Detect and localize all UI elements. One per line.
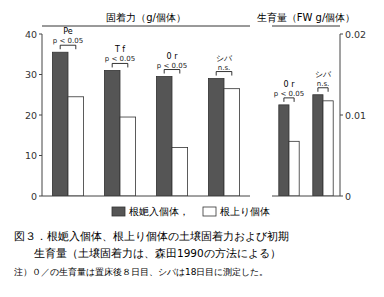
significance-label: n.s. <box>218 64 231 72</box>
significance-bracket <box>112 63 128 67</box>
chart-title: 固着力（g/個体） <box>106 12 186 23</box>
significance-label: p < 0.05 <box>274 90 304 98</box>
y-tick-label: 0 <box>345 191 351 202</box>
significance-label: p < 0.05 <box>53 37 83 45</box>
significance-bracket <box>216 72 232 76</box>
significance-label: n.s. <box>317 80 330 88</box>
y-tick <box>39 115 42 116</box>
y-tick-label: 20 <box>25 110 37 121</box>
bar <box>208 79 224 196</box>
header-line <box>272 26 340 27</box>
y-tick <box>340 115 343 116</box>
significance-bracket <box>164 70 180 74</box>
caption: 注）０／の生育量は置床後８日目、シバは18日目に測定した。 <box>14 267 268 277</box>
chart: p < 0.05Pep < 0.05T fp < 0.050 rn.s.シバ01… <box>0 0 384 297</box>
y-tick <box>39 196 42 197</box>
y-tick <box>340 196 343 197</box>
bar <box>156 77 172 196</box>
bar <box>323 101 333 196</box>
bars <box>279 95 333 196</box>
y-tick-label: 0 <box>31 191 37 202</box>
bar <box>104 70 120 196</box>
significance-bracket <box>318 88 328 92</box>
bar <box>120 117 136 196</box>
caption: 生育量（土壌固着力は、森田1990の方法による） <box>34 247 281 259</box>
category-label: シバ <box>315 70 332 79</box>
y-tick-label: 40 <box>25 29 37 40</box>
caption: 図３．根㛂入個体、根上り個体の土壌固着力および初期 <box>14 230 289 242</box>
bar <box>52 52 68 196</box>
category-label: Pe <box>63 27 73 36</box>
bar <box>224 89 240 196</box>
legend: 根㛂入個体， 根上り個体 <box>112 206 270 217</box>
y-tick <box>39 34 42 35</box>
bar <box>313 95 323 196</box>
bar <box>172 147 188 196</box>
significance-label: p < 0.05 <box>157 62 187 70</box>
y-tick-label: 10 <box>25 150 37 161</box>
legend-swatch <box>203 207 216 216</box>
chart-title: 生育量（FW g/個体） <box>257 12 356 23</box>
category-label: T f <box>114 45 125 54</box>
x-axis <box>42 196 250 197</box>
y-tick-label: 0.01 <box>345 110 366 121</box>
y-tick <box>39 74 42 75</box>
bar <box>279 105 289 196</box>
y-tick <box>39 155 42 156</box>
legend-swatch <box>112 207 125 216</box>
x-axis <box>272 196 340 197</box>
y-tick <box>340 34 343 35</box>
y-tick-label: 30 <box>25 69 37 80</box>
category-label: 0 r <box>167 52 179 61</box>
bar <box>68 97 84 196</box>
category-label: 0 r <box>284 80 296 89</box>
bar <box>289 141 299 196</box>
header-line <box>42 26 250 27</box>
significance-label: p < 0.05 <box>105 55 135 63</box>
significance-bracket <box>60 45 76 49</box>
legend-label: 根上り個体 <box>220 206 270 217</box>
category-label: シバ <box>216 54 233 63</box>
bars <box>52 52 239 196</box>
significance-bracket <box>284 98 294 102</box>
y-tick-label: 0.02 <box>345 29 366 40</box>
legend-label: 根㛂入個体， <box>129 206 189 217</box>
